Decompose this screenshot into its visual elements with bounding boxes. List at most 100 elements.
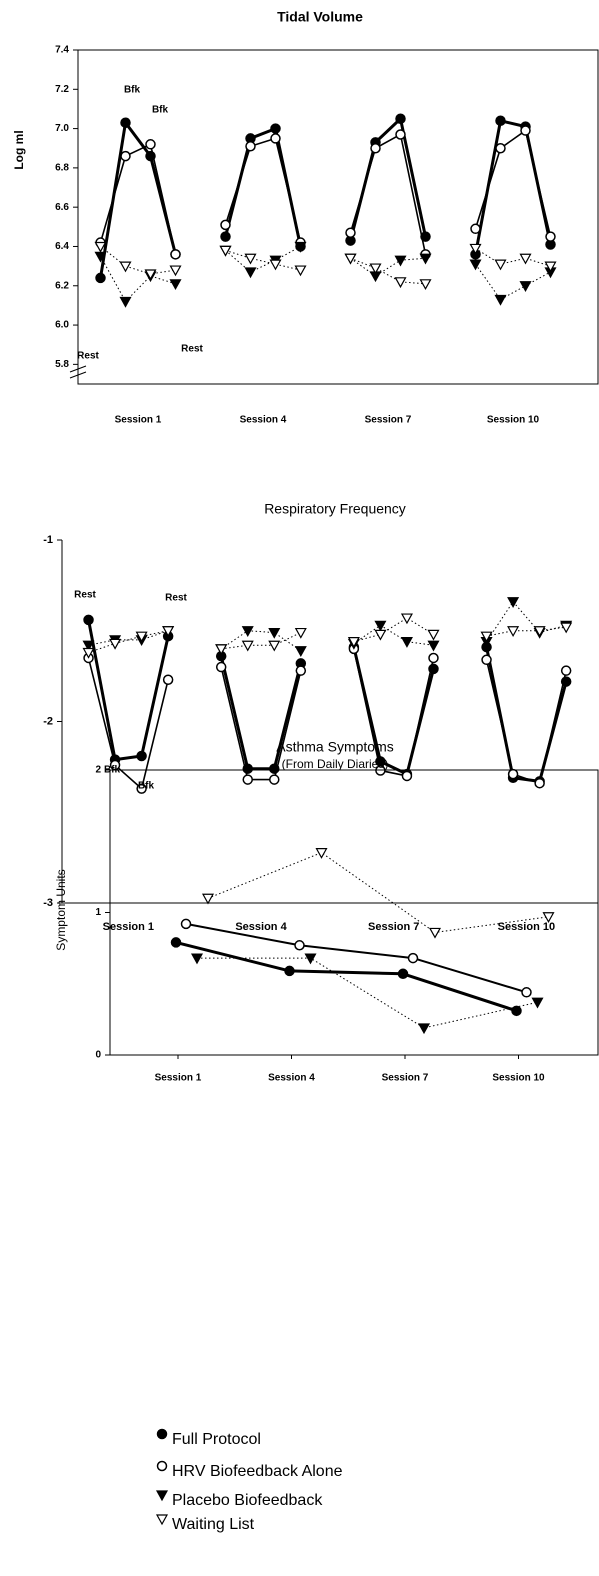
x-tick-label: Session 1 — [103, 921, 154, 933]
data-point — [190, 953, 204, 965]
data-point — [109, 638, 122, 650]
data-point — [83, 614, 94, 626]
annotation: Bfk — [152, 105, 169, 116]
y-tick-label: 6.0 — [55, 320, 69, 331]
data-point — [533, 626, 546, 637]
series-line — [175, 940, 517, 1013]
x-tick-label: Session 4 — [235, 921, 287, 933]
data-point — [145, 139, 156, 150]
data-point — [219, 245, 232, 257]
data-point — [494, 294, 507, 306]
series-line — [197, 957, 538, 1029]
y-tick-label: 5.8 — [55, 359, 69, 370]
data-point — [469, 243, 482, 255]
data-point — [284, 965, 295, 977]
data-point — [534, 777, 545, 789]
data-point — [542, 912, 555, 924]
data-point — [481, 654, 492, 666]
legend-label: Waiting List — [172, 1516, 255, 1533]
data-point — [507, 626, 520, 637]
y-tick-label: 6.4 — [55, 241, 69, 252]
y-tick-label: 2 — [95, 765, 101, 776]
data-point — [220, 231, 231, 242]
data-point — [94, 241, 107, 253]
x-tick-label: Session 10 — [498, 921, 555, 933]
data-point — [294, 627, 307, 639]
data-point — [428, 652, 439, 664]
legend-marker — [156, 1428, 168, 1440]
data-point — [560, 622, 573, 634]
data-point — [519, 253, 532, 265]
data-point — [169, 265, 182, 277]
x-tick-label: Session 7 — [382, 1073, 429, 1084]
data-point — [370, 142, 381, 154]
series-line — [99, 129, 552, 255]
legend-marker — [155, 1490, 169, 1502]
data-point — [374, 620, 387, 632]
chart-subtitle: (From Daily Diaries) — [282, 757, 389, 771]
series-line — [87, 619, 568, 783]
x-tick-label: Session 1 — [155, 1073, 202, 1084]
data-point — [531, 997, 544, 1009]
data-point — [244, 267, 257, 279]
x-tick-label: Session 4 — [240, 415, 287, 426]
legend-label: HRV Biofeedback Alone — [172, 1463, 343, 1480]
data-point — [144, 269, 157, 281]
x-tick-label: Session 10 — [492, 1073, 545, 1084]
data-point — [400, 613, 413, 625]
data-point — [220, 219, 231, 231]
data-point — [245, 141, 256, 152]
data-point — [268, 627, 281, 639]
data-point — [315, 848, 328, 859]
y-tick-label: -1 — [43, 534, 53, 546]
series-line — [207, 852, 549, 933]
data-point — [419, 279, 432, 291]
data-point — [136, 783, 147, 794]
data-point — [511, 1005, 522, 1017]
data-point — [560, 665, 572, 676]
data-point — [427, 629, 440, 641]
data-point — [270, 133, 281, 144]
series-line — [100, 246, 551, 302]
annotation: Rest — [77, 351, 99, 362]
series-line — [88, 601, 567, 652]
data-point — [82, 647, 95, 659]
x-tick-label: Session 7 — [368, 921, 419, 933]
data-point — [369, 263, 382, 275]
data-point — [521, 987, 532, 998]
data-point — [215, 644, 228, 656]
chart-title: Respiratory Frequency — [264, 501, 406, 517]
data-point — [520, 125, 531, 136]
y-tick-label: 6.8 — [55, 163, 69, 174]
data-point — [395, 129, 406, 140]
data-point — [427, 640, 440, 652]
data-point — [470, 223, 481, 235]
y-tick-label: -2 — [43, 715, 53, 727]
data-point — [82, 640, 95, 652]
data-point — [419, 253, 432, 265]
series-line — [88, 617, 567, 654]
annotation: Rest — [165, 593, 187, 604]
data-point — [270, 123, 281, 134]
x-tick-label: Session 4 — [268, 1073, 315, 1084]
y-tick-label: 7.0 — [55, 123, 69, 134]
data-point — [294, 646, 307, 657]
data-point — [294, 940, 305, 951]
annotation: Bfk — [124, 85, 141, 96]
annotation: Rest — [181, 344, 203, 355]
data-point — [519, 281, 532, 293]
series-line — [185, 922, 527, 994]
data-point — [507, 597, 520, 608]
data-point — [397, 968, 409, 980]
data-point — [295, 665, 307, 676]
data-point — [269, 774, 280, 785]
data-point — [120, 117, 131, 128]
data-point — [545, 231, 556, 242]
data-point — [395, 113, 406, 125]
legend-marker — [155, 1514, 169, 1526]
data-point — [241, 640, 254, 652]
data-point — [162, 626, 175, 637]
data-point — [401, 770, 413, 782]
data-point — [136, 750, 147, 762]
data-point — [294, 241, 307, 253]
